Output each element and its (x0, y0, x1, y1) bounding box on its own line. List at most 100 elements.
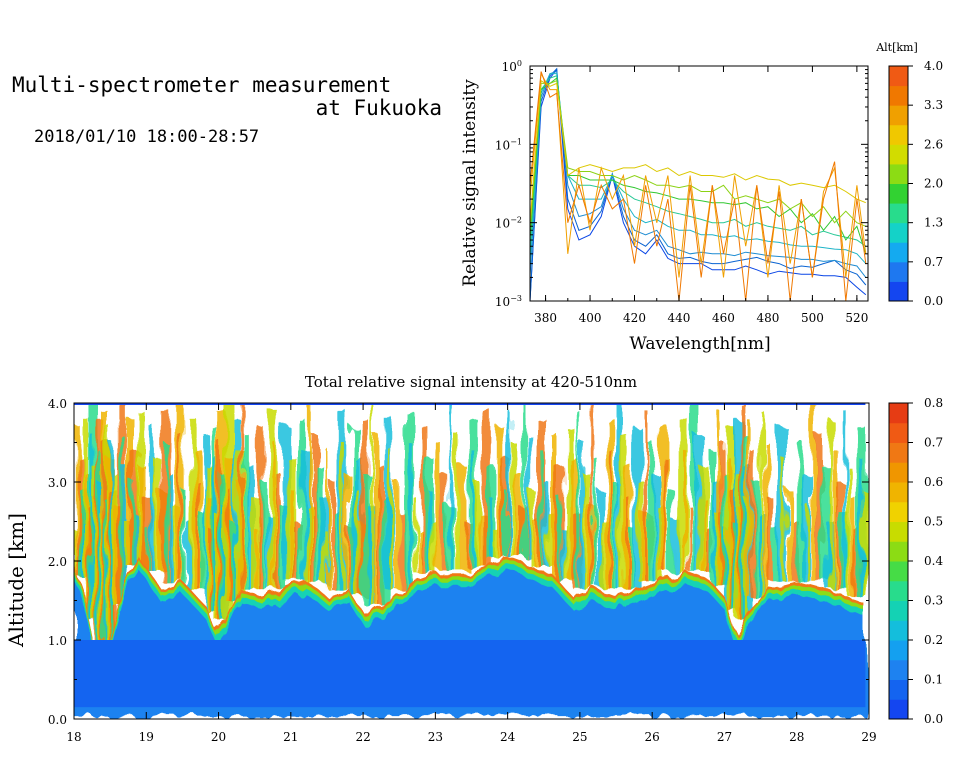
spectrum-y-tick-label: 10−2 (495, 216, 522, 231)
heatmap-cloud-streak (565, 426, 573, 581)
altitude-colorbar-swatch (889, 124, 908, 145)
heatmap-cloud-streak (601, 521, 609, 589)
heatmap-cloud-streak (702, 497, 706, 573)
heatmap-cloud-streak (445, 505, 454, 569)
heatmap-cloud-streak (691, 403, 697, 573)
heatmap-cloud-streak (182, 489, 186, 589)
intensity-colorbar-swatch (889, 640, 908, 661)
spectrum-x-tick-label: 480 (756, 311, 779, 325)
altitude-colorbar-swatch (889, 203, 908, 224)
altitude-colorbar-swatch (889, 85, 908, 106)
intensity-colorbar-label: 0.8 (924, 396, 943, 410)
heatmap-cloud-streak (237, 482, 241, 601)
heatmap-cloud-streak (706, 529, 712, 573)
altitude-colorbar-swatch (889, 144, 908, 165)
figure-title-block: Multi-spectrometer measurement at Fukuok… (12, 74, 442, 120)
heatmap-cloud-streak (688, 505, 692, 573)
heatmap-cloud-streak (728, 458, 732, 611)
heatmap-cloud-streak (440, 474, 448, 569)
heatmap-cloud-streak (408, 442, 412, 589)
heatmap-cloud-streak (551, 434, 558, 581)
heatmap-cloud-streak (630, 529, 636, 589)
spectrum-series-line (530, 68, 867, 301)
heatmap-cloud-streak (464, 521, 472, 565)
intensity-colorbar-label: 0.1 (924, 673, 943, 687)
heatmap-cloud-streak (811, 403, 817, 581)
heatmap-cloud-streak (791, 521, 799, 581)
altitude-colorbar-label: 4.0 (924, 59, 943, 73)
heatmap-cloud-streak (764, 442, 770, 597)
heatmap-x-tick-label: 26 (645, 730, 660, 744)
heatmap-cloud-streak (579, 442, 585, 589)
intensity-colorbar-swatch (889, 422, 908, 443)
heatmap-cloud-streak (619, 434, 627, 589)
heatmap-cloud-streak (261, 482, 267, 589)
intensity-colorbar-swatch (889, 620, 908, 641)
heatmap-cloud-streak (139, 466, 147, 569)
heatmap-cloud-streak (449, 403, 453, 569)
heatmap-cloud-streak (131, 482, 135, 565)
heatmap-cloud-streak (547, 513, 555, 565)
heatmap-cloud-streak (859, 458, 863, 597)
heatmap-cloud-streak (787, 489, 793, 581)
heatmap-cloud-streak (594, 458, 598, 589)
intensity-colorbar-swatch (889, 501, 908, 522)
heatmap-cloud-streak (659, 426, 669, 573)
heatmap-cloud-streak (196, 482, 200, 589)
spectrum-series-line (530, 71, 867, 301)
heatmap-cloud-streak (678, 418, 688, 573)
heatmap-cloud-streak (514, 474, 522, 558)
heatmap-cloud-streak (511, 442, 517, 558)
heatmap-cloud-streak (146, 529, 150, 569)
heatmap-cloud-streak (294, 521, 300, 581)
heatmap-cloud-streak (597, 489, 603, 589)
altitude-colorbar-swatch (889, 281, 908, 302)
heatmap-cloud-streak (626, 497, 630, 589)
heatmap-x-tick-label: 28 (789, 730, 804, 744)
heatmap-x-tick-label: 18 (66, 730, 81, 744)
heatmap-cloud-streak (384, 418, 394, 589)
heatmap-cloud-streak (404, 410, 414, 589)
heatmap-cloud-streak (312, 434, 318, 585)
heatmap-cloud-streak (377, 466, 385, 605)
heatmap-cloud-streak (683, 450, 687, 573)
heatmap-cloud-streak (171, 505, 179, 581)
intensity-colorbar-label: 0.2 (924, 633, 943, 647)
spectrum-y-tick-mantissa: 10 (502, 60, 517, 74)
heatmap-cloud-streak (478, 513, 486, 565)
heatmap-cloud-streak (298, 418, 306, 581)
heatmap-y-tick-label: 4.0 (48, 397, 67, 411)
heatmap-x-tick-label: 20 (211, 730, 226, 744)
heatmap-cloud-streak (816, 434, 823, 581)
spectrum-series-line (530, 79, 866, 231)
intensity-colorbar-label: 0.6 (924, 475, 943, 489)
heatmap-cloud-streak (167, 474, 173, 581)
altitude-colorbar-label: 3.3 (924, 98, 943, 112)
heatmap-cloud-streak (829, 418, 833, 589)
altitude-colorbar-swatch (889, 66, 908, 87)
spectrum-x-tick-label: 500 (801, 311, 824, 325)
spectrum-y-tick-exponent: 0 (517, 59, 522, 68)
heatmap-cloud-streak (746, 418, 750, 597)
altitude-colorbar-swatch (889, 261, 908, 282)
heatmap-cloud-streak (644, 410, 648, 581)
spectrum-x-tick-label: 460 (712, 311, 735, 325)
heatmap-cloud-streak (664, 458, 668, 573)
spectrum-y-tick-label: 100 (502, 59, 522, 74)
spectrum-y-tick-mantissa: 10 (495, 138, 510, 152)
heatmap-x-tick-label: 21 (283, 730, 298, 744)
heatmap-cloud-streak (616, 403, 622, 589)
altitude-colorbar-title: Alt[km] (875, 41, 918, 54)
heatmap-cloud-streak (247, 466, 255, 589)
heatmap-cloud-streak (777, 426, 787, 581)
heatmap-cloud-streak (608, 450, 612, 589)
heatmap-cloud-streak (753, 482, 761, 597)
heatmap-cloud-streak (272, 442, 276, 589)
intensity-colorbar-label: 0.0 (924, 712, 943, 726)
heatmap-cloud-streak (496, 426, 504, 558)
heatmap-cloud-streak (782, 458, 786, 581)
heatmap-cloud-streak (399, 513, 407, 589)
heatmap-surface-layer (74, 640, 866, 708)
heatmap-cloud-streak (493, 529, 499, 558)
heatmap-cloud-streak (507, 410, 511, 558)
